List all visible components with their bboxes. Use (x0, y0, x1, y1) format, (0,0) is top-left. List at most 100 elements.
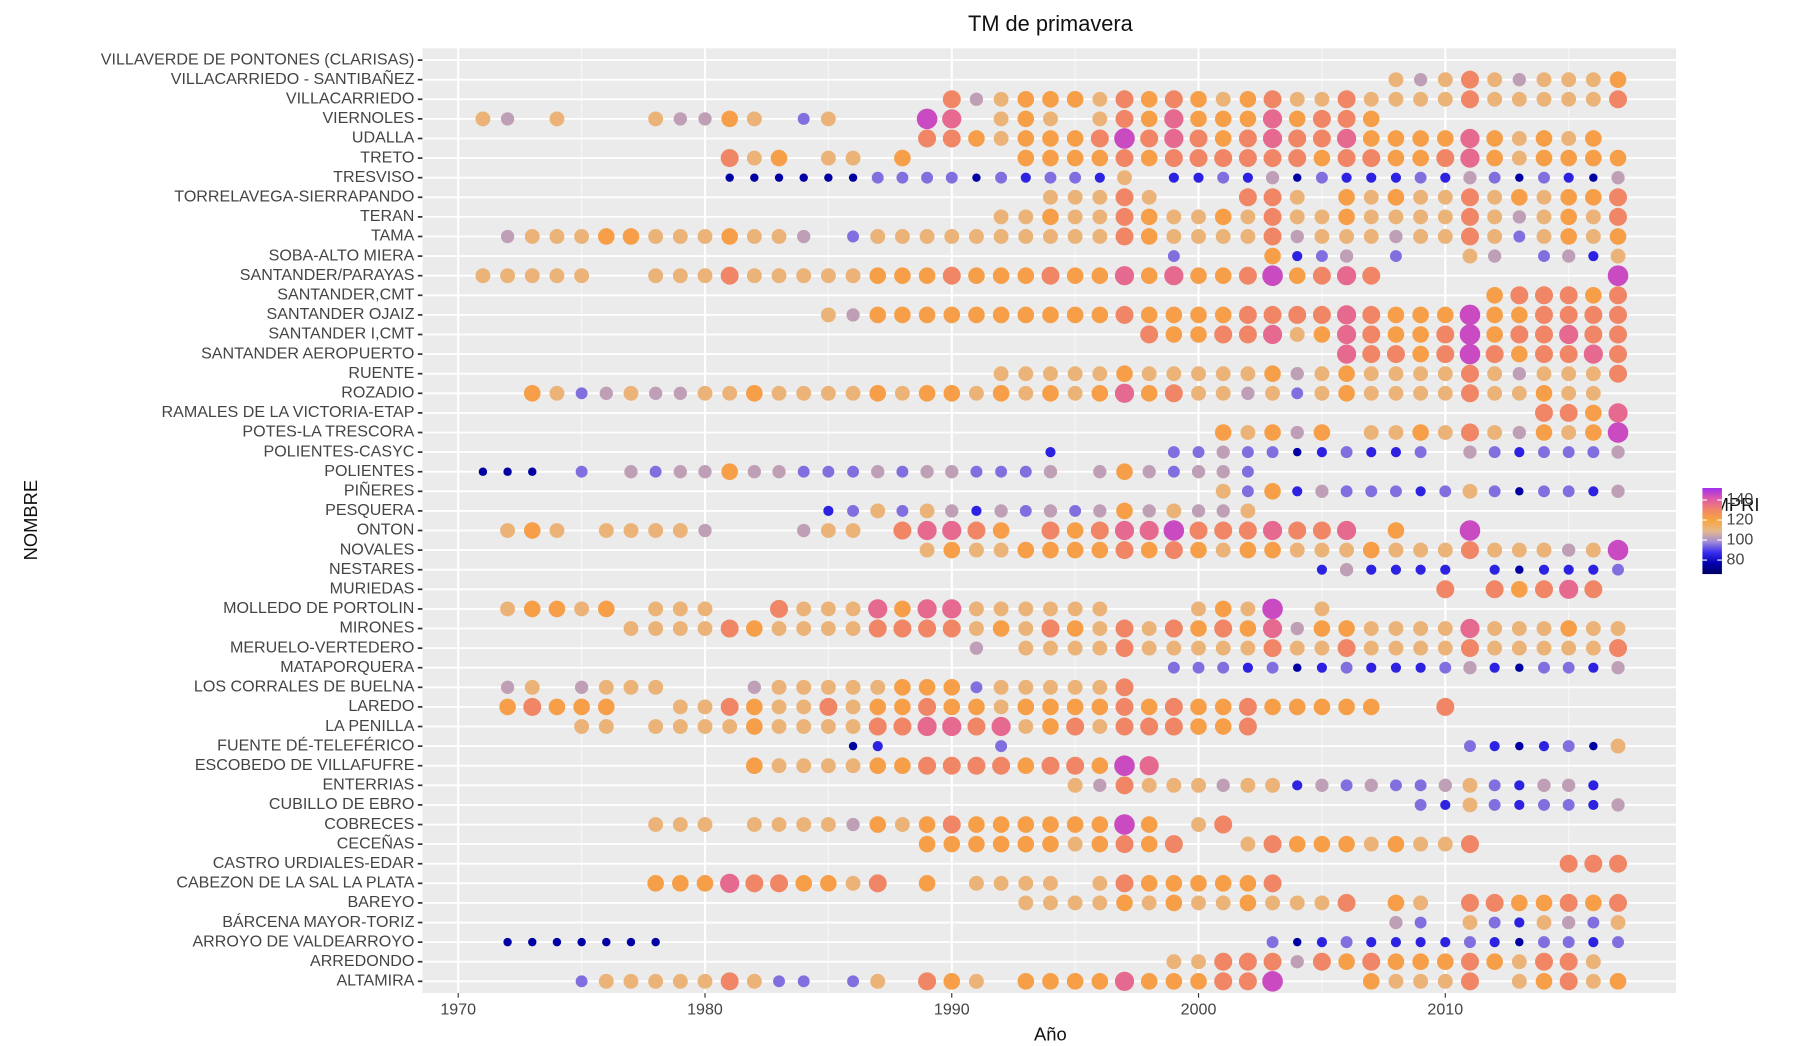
data-point (1167, 250, 1180, 263)
data-point (1190, 90, 1207, 108)
data-point (1487, 91, 1503, 107)
data-point (548, 600, 566, 618)
data-point (1018, 366, 1034, 382)
data-point (1585, 286, 1602, 304)
data-point (1140, 816, 1158, 833)
data-point (967, 756, 986, 775)
data-point (1559, 286, 1578, 305)
data-point (1387, 188, 1405, 206)
data-point (1314, 542, 1330, 558)
data-point (1115, 149, 1134, 168)
y-tick-label: TAMA (371, 227, 415, 245)
data-point (1314, 895, 1330, 911)
data-point (1262, 324, 1283, 345)
data-point (1017, 130, 1035, 147)
data-point (1093, 504, 1107, 518)
data-point (1585, 894, 1602, 912)
data-point (1041, 619, 1060, 638)
data-point (820, 523, 836, 538)
data-point (799, 173, 808, 182)
data-point (1164, 541, 1183, 560)
data-point (771, 621, 787, 636)
data-point (1486, 286, 1503, 304)
data-point (1585, 954, 1601, 970)
data-point (1044, 171, 1057, 184)
data-point (771, 268, 787, 284)
data-point (1262, 598, 1283, 620)
data-point (1536, 621, 1552, 636)
data-point (795, 875, 813, 892)
data-point (597, 698, 615, 716)
data-point (870, 973, 886, 989)
data-point (992, 306, 1010, 324)
data-point (1093, 465, 1107, 479)
data-point (1436, 130, 1454, 147)
colorbar-label: 120 (1727, 510, 1754, 528)
data-point (847, 230, 860, 243)
data-point (1460, 207, 1479, 226)
data-point (1043, 601, 1058, 617)
data-point (1536, 209, 1552, 225)
data-point (1412, 149, 1429, 167)
data-point (1511, 306, 1528, 324)
data-point (942, 129, 961, 148)
data-point (746, 718, 763, 735)
data-point (720, 149, 739, 168)
data-point (1265, 777, 1280, 793)
data-point (871, 171, 884, 184)
data-point (1585, 72, 1601, 88)
data-point (1066, 698, 1084, 716)
data-point (1289, 895, 1305, 911)
data-point (1338, 365, 1355, 382)
data-point (696, 875, 714, 892)
data-point (1238, 952, 1257, 971)
data-point (1140, 129, 1159, 148)
data-point (1166, 640, 1182, 656)
data-point (1488, 446, 1501, 459)
data-point (1191, 209, 1206, 225)
data-point (1438, 778, 1452, 792)
data-point (1017, 306, 1035, 324)
data-point (623, 523, 639, 538)
data-point (992, 267, 1010, 284)
data-point (1612, 563, 1624, 576)
data-point (1214, 952, 1233, 971)
colorbar-label: 140 (1727, 490, 1754, 508)
data-point (1312, 952, 1331, 971)
data-point (1336, 305, 1357, 325)
data-point (1314, 91, 1330, 107)
data-point (1515, 565, 1524, 574)
data-point (1388, 621, 1404, 636)
data-point (577, 937, 586, 947)
data-point (1362, 973, 1380, 990)
data-point (1561, 385, 1577, 401)
data-point (1241, 465, 1254, 478)
data-point (942, 619, 961, 638)
data-point (942, 90, 961, 109)
data-point (1460, 364, 1479, 383)
data-point (1067, 189, 1083, 205)
data-point (1362, 130, 1380, 147)
data-point (1487, 425, 1503, 440)
data-point (672, 621, 688, 636)
data-point (1460, 618, 1480, 639)
data-point (1362, 952, 1381, 971)
data-point (1189, 521, 1208, 540)
data-point (746, 229, 762, 244)
data-point (1336, 344, 1357, 364)
data-point (622, 228, 640, 245)
data-point (1313, 326, 1331, 343)
data-point (1535, 403, 1553, 422)
data-point (1610, 915, 1626, 930)
data-point (1536, 640, 1552, 656)
data-point (845, 875, 861, 891)
data-point (846, 308, 860, 322)
data-point (478, 467, 488, 476)
data-point (1559, 345, 1578, 364)
data-point (1042, 816, 1059, 833)
data-point (1017, 541, 1035, 559)
data-point (991, 716, 1011, 737)
data-point (1413, 209, 1429, 225)
data-point (1413, 229, 1429, 244)
y-tick-label: ARREDONDO (310, 952, 414, 970)
